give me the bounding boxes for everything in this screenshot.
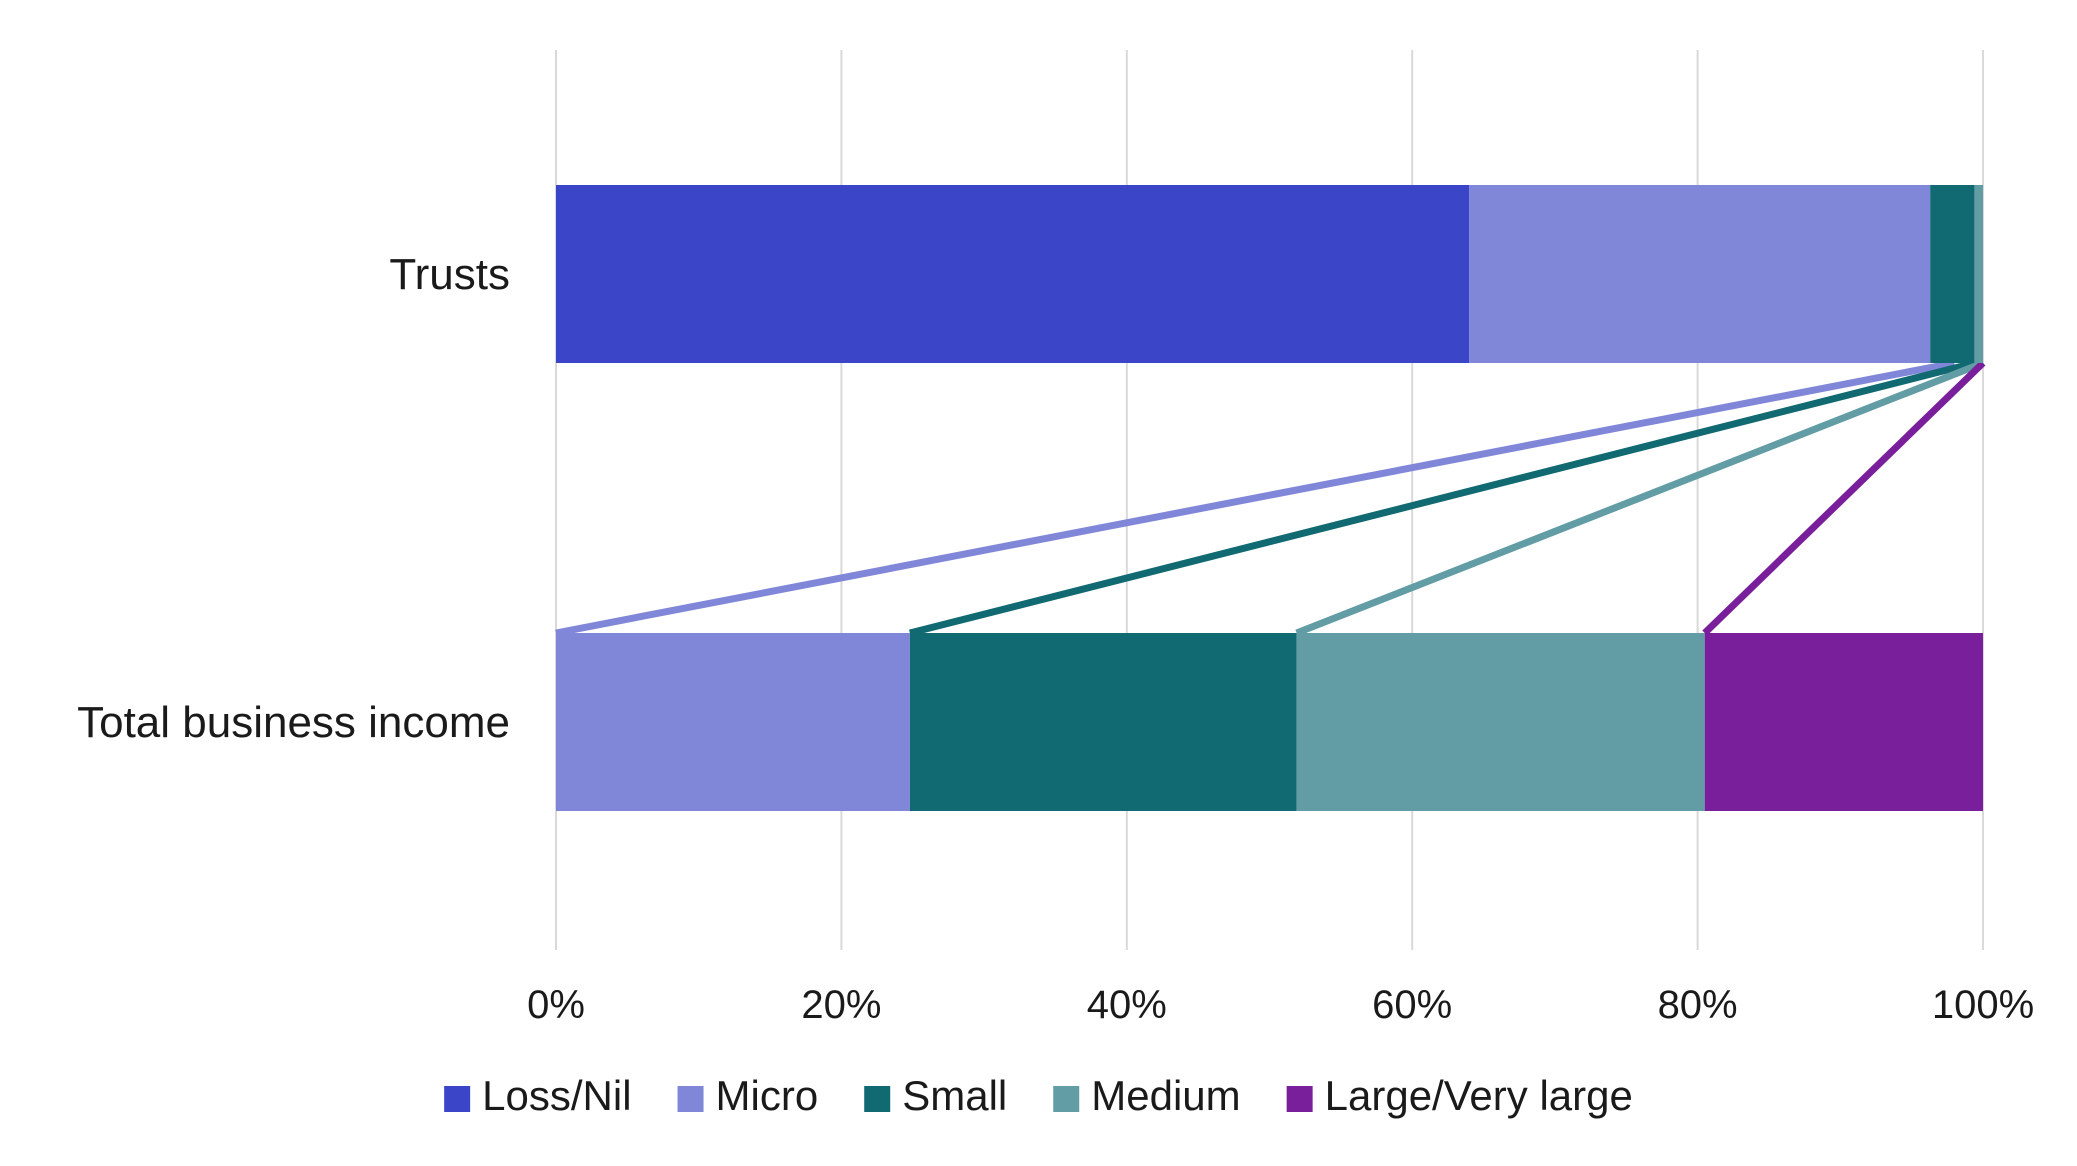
bar-segment [556, 633, 910, 811]
bar-segment [1704, 633, 1983, 811]
bar-segment [1930, 185, 1975, 363]
x-axis-tick-labels: 0% 20% 40% 60% 80% 100% [527, 983, 2034, 1027]
x-tick-label: 100% [1932, 983, 2034, 1027]
x-tick-label: 20% [801, 983, 881, 1027]
legend-label: Loss/Nil [482, 1072, 631, 1119]
x-tick-label: 60% [1372, 983, 1452, 1027]
connector-line [1295, 359, 1985, 637]
legend-swatch [677, 1086, 704, 1112]
category-labels: Trusts Total business income [77, 250, 510, 747]
connector-line [1702, 360, 1986, 636]
x-tick-label: 40% [1087, 983, 1167, 1027]
bar-segment [556, 185, 1470, 363]
legend-swatch [1053, 1086, 1080, 1112]
bars [556, 185, 1983, 811]
legend-swatch [444, 1086, 471, 1112]
x-tick-label: 0% [527, 983, 585, 1027]
x-tick-label: 80% [1658, 983, 1738, 1027]
connector-line [909, 359, 1976, 637]
legend-label: Large/Very large [1325, 1072, 1633, 1119]
bar-segment [1469, 185, 1931, 363]
connector-line [555, 359, 1955, 637]
category-label: Total business income [77, 698, 510, 747]
legend-label: Medium [1091, 1072, 1240, 1119]
legend: Loss/Nil Micro Small Medium Large/Very large [444, 1072, 1633, 1119]
bar-segment [909, 633, 1297, 811]
bar-segment [1974, 185, 1983, 363]
bar-segment [1296, 633, 1705, 811]
category-label: Trusts [389, 250, 510, 299]
legend-label: Small [902, 1072, 1007, 1119]
legend-swatch [1286, 1086, 1313, 1112]
legend-swatch [864, 1086, 891, 1112]
legend-label: Micro [716, 1072, 819, 1119]
connector-lines [555, 359, 1986, 637]
